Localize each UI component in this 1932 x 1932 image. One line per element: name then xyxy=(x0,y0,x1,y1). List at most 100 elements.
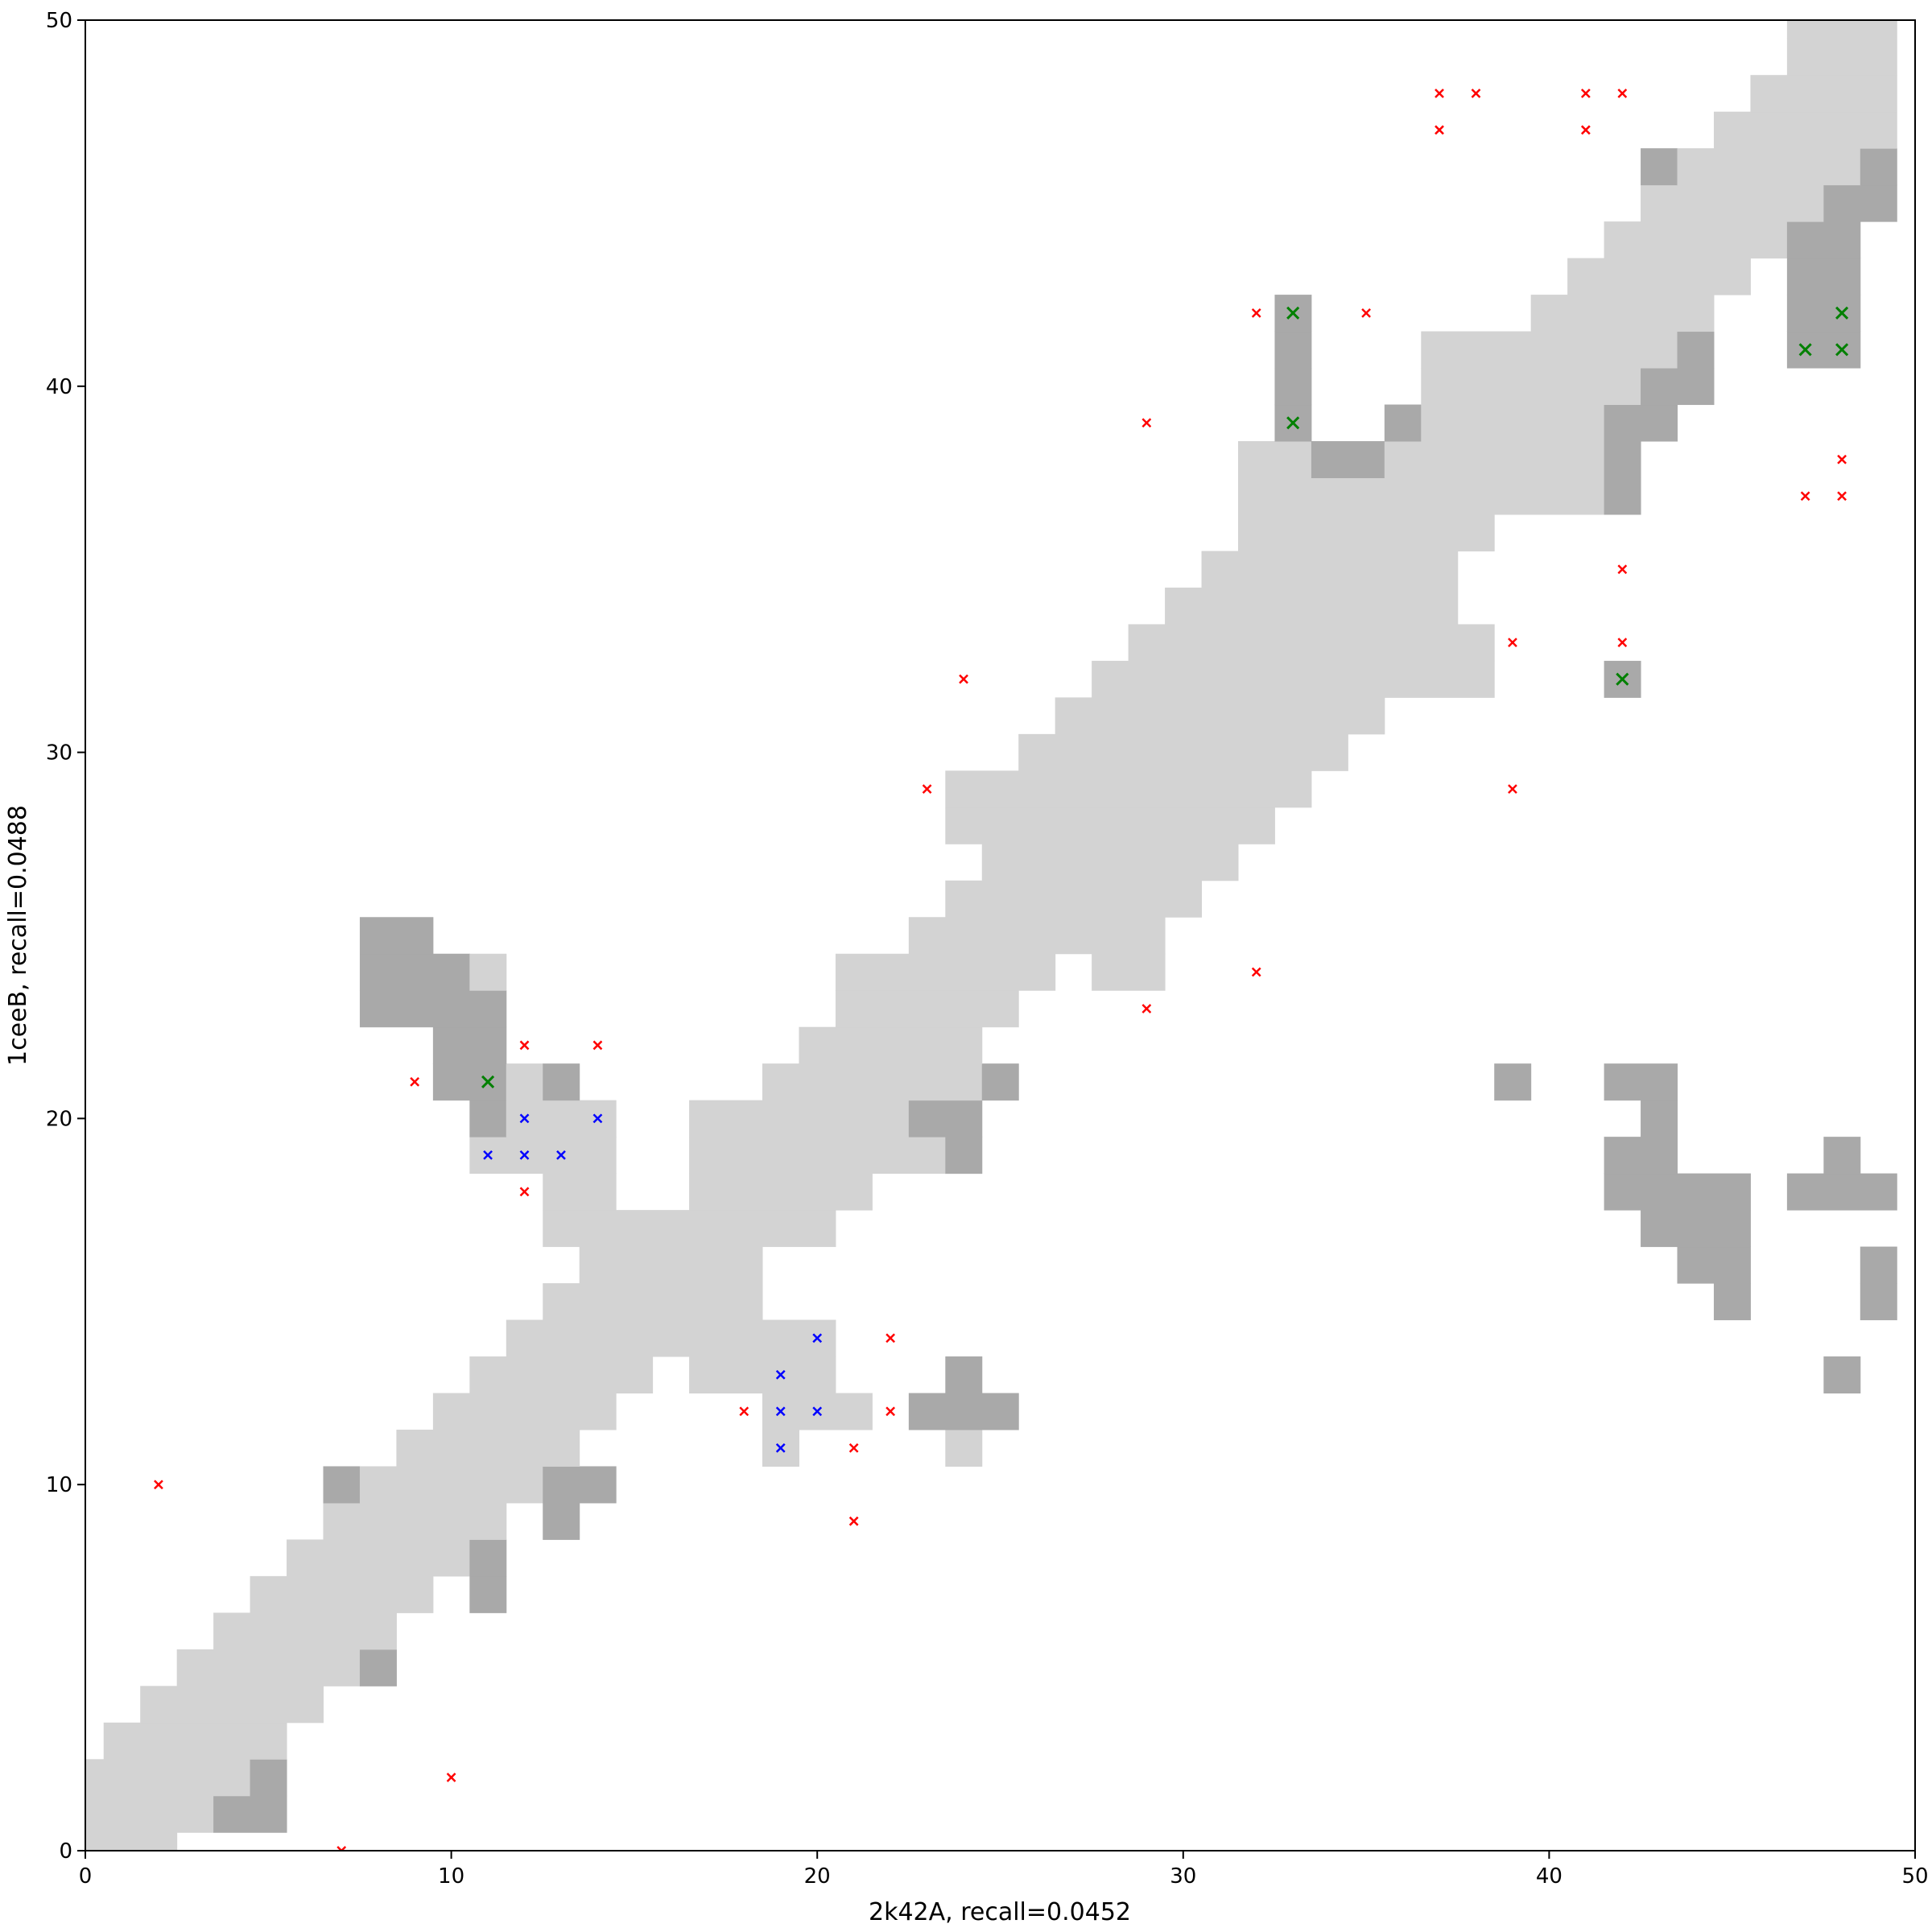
red-marker xyxy=(1508,638,1517,648)
dark-contact-cell xyxy=(908,1393,1019,1430)
light-contact-cell xyxy=(323,1502,507,1540)
light-contact-cell xyxy=(1237,477,1605,515)
dark-contact-cell xyxy=(1786,1173,1897,1211)
red-marker xyxy=(1580,125,1591,135)
y-tick-label: 10 xyxy=(46,1473,72,1497)
blue-marker xyxy=(775,1406,786,1417)
dark-contact-cell xyxy=(1604,1137,1678,1174)
light-contact-cell xyxy=(1128,624,1495,662)
light-contact-cell xyxy=(1237,441,1312,478)
light-contact-cell xyxy=(981,844,1239,881)
light-contact-cell xyxy=(85,1759,251,1797)
x-tick-label: 30 xyxy=(1170,1864,1196,1889)
x-tick-label: 10 xyxy=(438,1864,464,1889)
light-contact-cell xyxy=(1421,368,1641,406)
dark-contact-cell xyxy=(469,1539,507,1577)
light-contact-cell xyxy=(1750,75,1897,113)
light-contact-cell xyxy=(579,1246,763,1284)
x-axis-label: 2k42A, recall=0.0452 xyxy=(869,1898,1131,1926)
red-marker xyxy=(848,1443,859,1453)
light-contact-cell xyxy=(945,880,1203,918)
dark-contact-cell xyxy=(908,1100,983,1137)
dark-contact-cell xyxy=(1641,1210,1751,1248)
red-marker xyxy=(1251,308,1261,318)
red-marker xyxy=(1617,564,1628,575)
red-marker xyxy=(886,1406,896,1417)
light-contact-cell xyxy=(469,1137,617,1174)
red-marker xyxy=(519,1187,530,1197)
dark-contact-cell xyxy=(359,953,470,991)
light-contact-cell xyxy=(1713,111,1897,149)
light-contact-cell xyxy=(1201,551,1459,588)
light-contact-cell xyxy=(1055,697,1385,735)
light-contact-cell xyxy=(543,1210,836,1248)
y-tick-label: 0 xyxy=(59,1839,72,1864)
dark-contact-cell xyxy=(1384,404,1422,442)
y-axis-label: 1ceeB, recall=0.0488 xyxy=(4,805,32,1066)
dark-contact-cell xyxy=(1677,331,1715,369)
light-contact-cell xyxy=(396,1429,580,1467)
green-marker xyxy=(1798,343,1812,357)
light-contact-cell xyxy=(469,1356,654,1393)
green-marker xyxy=(1835,343,1849,357)
dark-contact-cell xyxy=(432,1063,507,1101)
y-axis-ticks: 0 10 20 30 40 50 xyxy=(46,9,85,1864)
red-marker xyxy=(1580,89,1591,98)
blue-marker xyxy=(775,1443,786,1453)
dark-contact-cell xyxy=(359,990,507,1028)
red-marker xyxy=(1617,89,1628,98)
dark-contact-cell xyxy=(359,917,434,955)
x-axis-ticks: 0 10 20 30 40 50 xyxy=(79,1851,1929,1889)
dark-contact-cell xyxy=(213,1795,287,1833)
blue-marker xyxy=(812,1406,823,1417)
light-contact-cell xyxy=(1677,148,1861,186)
light-contact-cell xyxy=(689,1356,836,1393)
light-contact-cell xyxy=(1421,404,1605,442)
x-tick-label: 50 xyxy=(1901,1864,1928,1889)
light-contact-cell xyxy=(506,1063,543,1101)
light-contact-cell xyxy=(1421,331,1678,369)
red-marker xyxy=(410,1077,420,1087)
red-marker xyxy=(848,1516,859,1526)
dark-contact-cell xyxy=(1786,331,1861,369)
light-contact-cell xyxy=(359,1466,543,1504)
dark-contact-cell xyxy=(1823,184,1897,222)
dark-contact-cell xyxy=(1604,477,1641,515)
dark-contact-cell xyxy=(469,1100,507,1137)
red-marker xyxy=(1617,638,1628,648)
blue-marker xyxy=(592,1113,603,1124)
light-contact-cell xyxy=(543,1173,617,1211)
light-contact-cell xyxy=(506,1100,617,1137)
red-marker xyxy=(1141,418,1152,428)
red-marker xyxy=(959,674,968,684)
y-tick-label: 30 xyxy=(46,741,72,766)
light-contact-cell xyxy=(1530,295,1715,332)
dark-contact-cell xyxy=(1713,1283,1751,1321)
red-marker xyxy=(1251,967,1261,977)
light-contact-cell xyxy=(213,1612,397,1650)
light-contact-cell xyxy=(1641,184,1824,222)
dark-contact-cell xyxy=(981,1063,1019,1101)
light-contact-cell xyxy=(945,807,1275,844)
light-contact-cell xyxy=(1604,221,1788,259)
dark-contact-cell xyxy=(1641,1100,1678,1137)
dark-contact-cell xyxy=(543,1502,580,1540)
green-marker xyxy=(481,1075,495,1088)
light-contact-cell xyxy=(140,1686,324,1724)
red-marker xyxy=(519,1040,530,1051)
light-contact-cell xyxy=(835,990,1019,1028)
red-marker xyxy=(1361,308,1371,318)
green-marker xyxy=(1616,672,1629,686)
dark-contact-cell xyxy=(1823,1137,1861,1174)
dark-contact-cell xyxy=(323,1466,361,1504)
green-marker xyxy=(1286,306,1300,320)
green-marker xyxy=(1286,416,1300,430)
dark-contact-cell xyxy=(1823,1356,1861,1393)
light-contact-cell xyxy=(689,1137,946,1174)
light-contact-cell xyxy=(689,1173,873,1211)
dark-contact-cell xyxy=(1860,1283,1897,1321)
light-contact-cell xyxy=(103,1722,287,1760)
light-contact-cell xyxy=(762,1063,983,1101)
heatmap-cells xyxy=(85,20,1897,1851)
